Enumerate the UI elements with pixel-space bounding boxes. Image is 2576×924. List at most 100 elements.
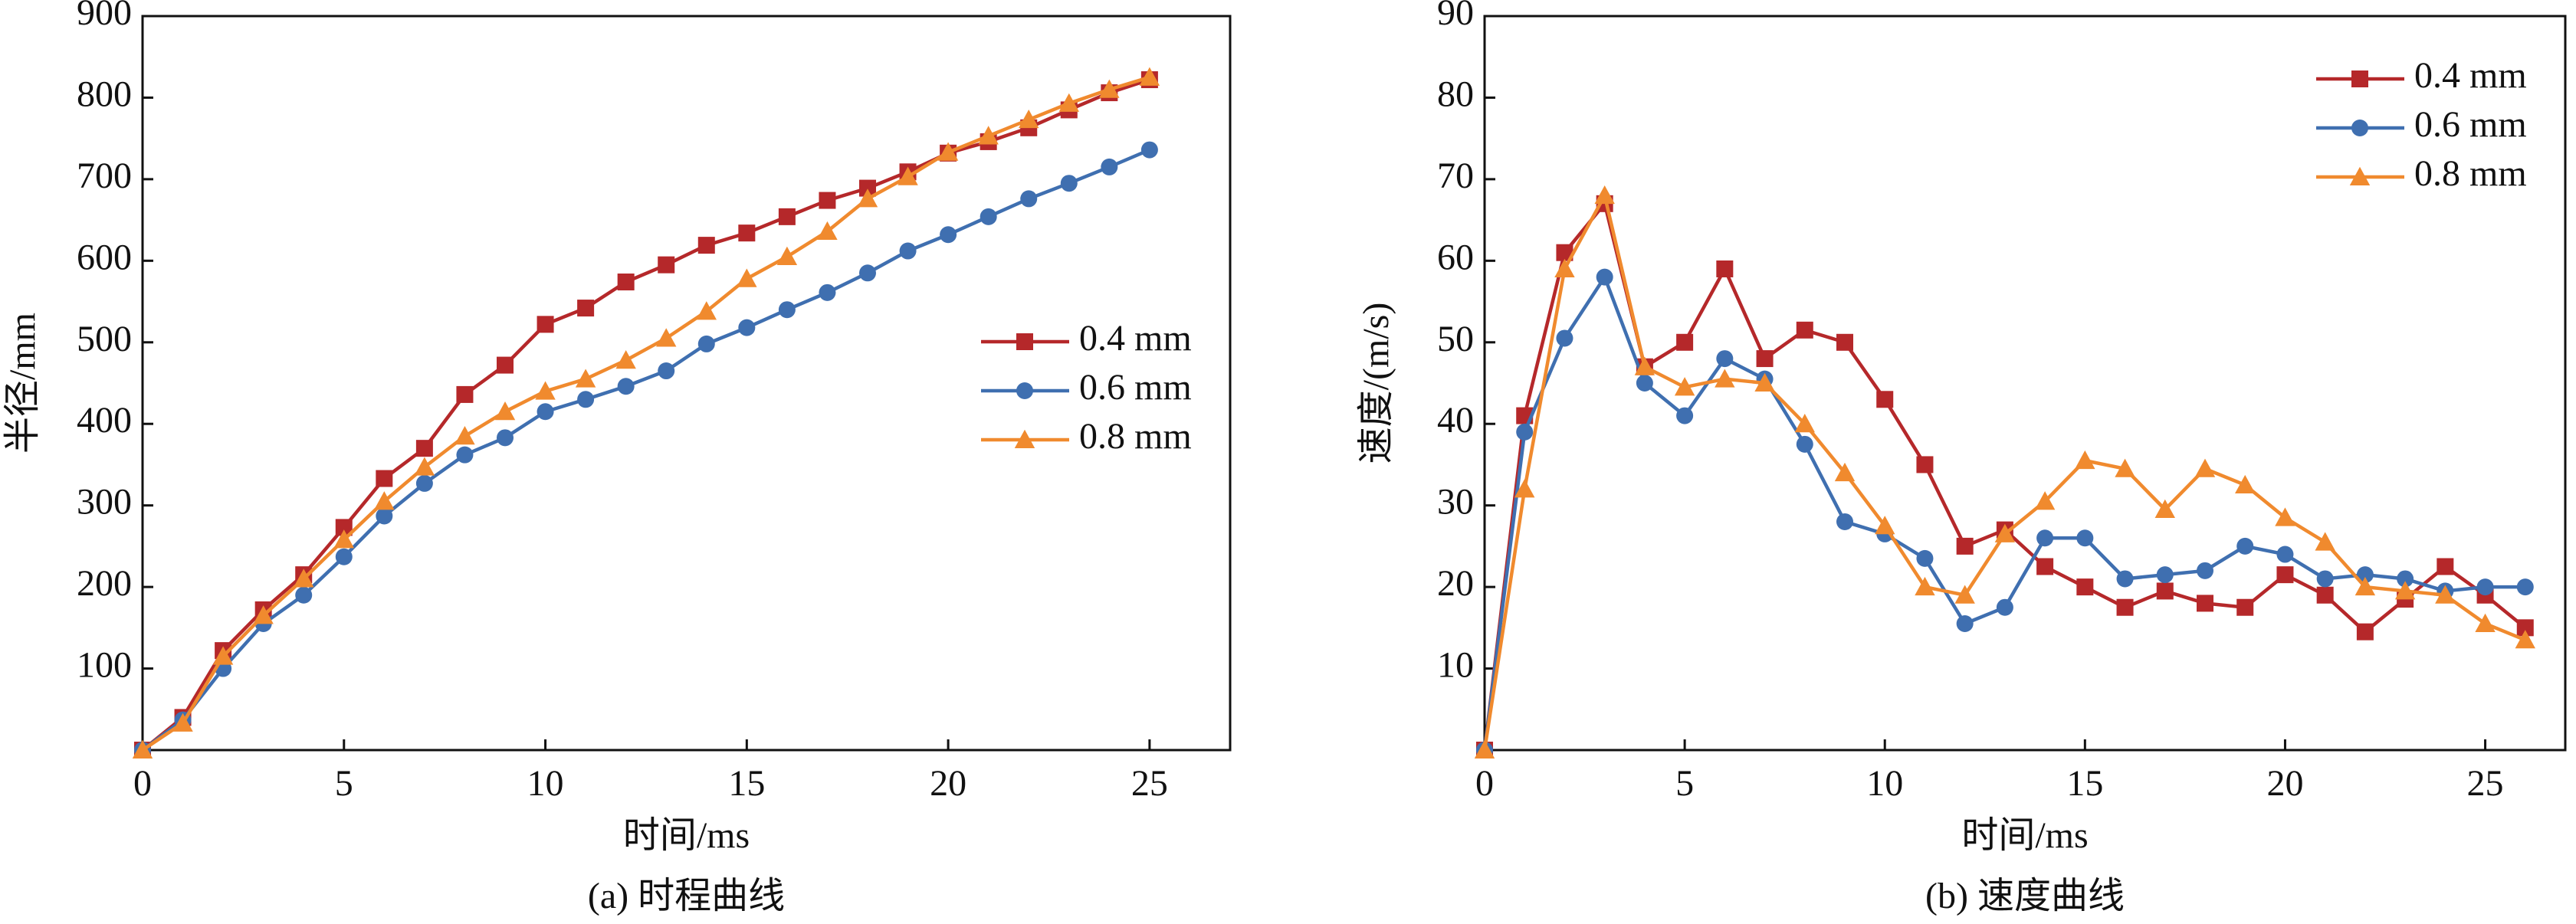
- marker: [980, 208, 997, 225]
- y-tick-label: 70: [1437, 156, 1474, 196]
- marker: [2394, 581, 2416, 600]
- marker: [456, 446, 474, 464]
- legend-label: 0.6 mm: [2414, 104, 2527, 145]
- marker: [859, 264, 876, 282]
- x-tick-label: 25: [1131, 763, 1168, 804]
- series-line: [141, 75, 1150, 752]
- x-tick-label: 20: [2266, 763, 2303, 804]
- legend-label: 0.8 mm: [1079, 416, 1192, 457]
- marker: [1916, 456, 1934, 473]
- marker: [2435, 585, 2456, 604]
- marker: [1101, 158, 1118, 175]
- legend-label: 0.8 mm: [2414, 153, 2527, 194]
- marker: [1954, 585, 1975, 604]
- marker: [1956, 537, 1974, 555]
- y-tick-label: 100: [77, 645, 132, 686]
- marker: [577, 300, 595, 317]
- marker: [2397, 570, 2414, 588]
- marker: [456, 385, 474, 403]
- marker: [738, 224, 756, 242]
- marker: [333, 529, 354, 549]
- marker: [1994, 523, 2016, 542]
- marker: [2315, 532, 2335, 551]
- marker: [1715, 369, 1735, 388]
- marker: [2316, 586, 2334, 604]
- marker: [817, 221, 838, 241]
- y-tick-label: 90: [1437, 0, 1474, 33]
- marker: [1716, 260, 1734, 277]
- marker: [1594, 185, 1615, 205]
- y-tick-label: 50: [1437, 319, 1474, 359]
- y-axis-label: 半径/mm: [2, 313, 43, 454]
- marker: [1716, 350, 1734, 368]
- marker: [1796, 435, 1813, 453]
- marker: [376, 470, 393, 487]
- y-axis-label: 速度/(m/s): [1356, 303, 1396, 464]
- marker: [1556, 244, 1573, 261]
- marker: [2515, 630, 2535, 649]
- marker: [1916, 549, 1934, 567]
- marker: [819, 192, 836, 209]
- marker: [1140, 141, 1158, 159]
- marker: [859, 179, 876, 197]
- marker: [537, 403, 554, 421]
- x-tick-label: 0: [1475, 763, 1494, 804]
- marker: [2276, 566, 2294, 584]
- x-tick-label: 20: [930, 763, 966, 804]
- y-tick-label: 80: [1437, 74, 1474, 114]
- marker: [615, 349, 636, 369]
- marker: [1554, 258, 1575, 277]
- marker: [2236, 598, 2254, 616]
- legend-marker: [1016, 333, 1033, 350]
- marker: [617, 378, 635, 395]
- marker: [2235, 474, 2256, 494]
- marker: [1876, 391, 1894, 408]
- marker: [537, 316, 554, 333]
- marker: [1058, 93, 1079, 112]
- marker: [2356, 623, 2374, 641]
- marker: [1139, 67, 1160, 86]
- legend-marker: [2351, 70, 2368, 87]
- marker: [819, 283, 836, 301]
- marker: [374, 491, 395, 510]
- marker: [335, 519, 353, 536]
- marker: [1676, 333, 1694, 351]
- y-tick-label: 300: [77, 482, 132, 523]
- marker: [776, 246, 798, 266]
- marker: [172, 713, 193, 732]
- x-axis-label: 时间/ms: [623, 815, 750, 856]
- marker: [1754, 372, 1775, 392]
- chart-caption: (a) 时程曲线: [588, 876, 785, 916]
- legend-marker: [2349, 166, 2371, 185]
- marker: [1060, 175, 1078, 192]
- marker: [778, 301, 796, 319]
- marker: [414, 457, 435, 476]
- marker: [2197, 595, 2213, 612]
- marker: [2276, 546, 2294, 563]
- marker: [415, 474, 433, 492]
- series-line: [141, 148, 1150, 752]
- marker: [2156, 582, 2174, 600]
- series-line: [1482, 199, 2527, 751]
- marker: [1834, 462, 1856, 482]
- legend-label: 0.4 mm: [2414, 55, 2527, 96]
- marker: [2236, 537, 2254, 555]
- marker: [2156, 566, 2174, 584]
- marker: [1796, 321, 1813, 339]
- marker: [940, 226, 957, 244]
- marker: [535, 381, 556, 400]
- marker: [2075, 450, 2095, 470]
- legend-label: 0.4 mm: [1079, 318, 1192, 359]
- marker: [1756, 350, 1774, 368]
- marker: [253, 605, 274, 624]
- marker: [737, 268, 757, 287]
- marker: [1514, 479, 1535, 498]
- legend-marker: [2351, 120, 2368, 136]
- marker: [1794, 414, 1815, 433]
- marker: [2275, 507, 2295, 526]
- y-tick-label: 500: [77, 319, 132, 359]
- marker: [1674, 377, 1695, 396]
- marker: [658, 362, 675, 380]
- marker: [577, 391, 595, 408]
- y-tick-label: 60: [1437, 237, 1474, 277]
